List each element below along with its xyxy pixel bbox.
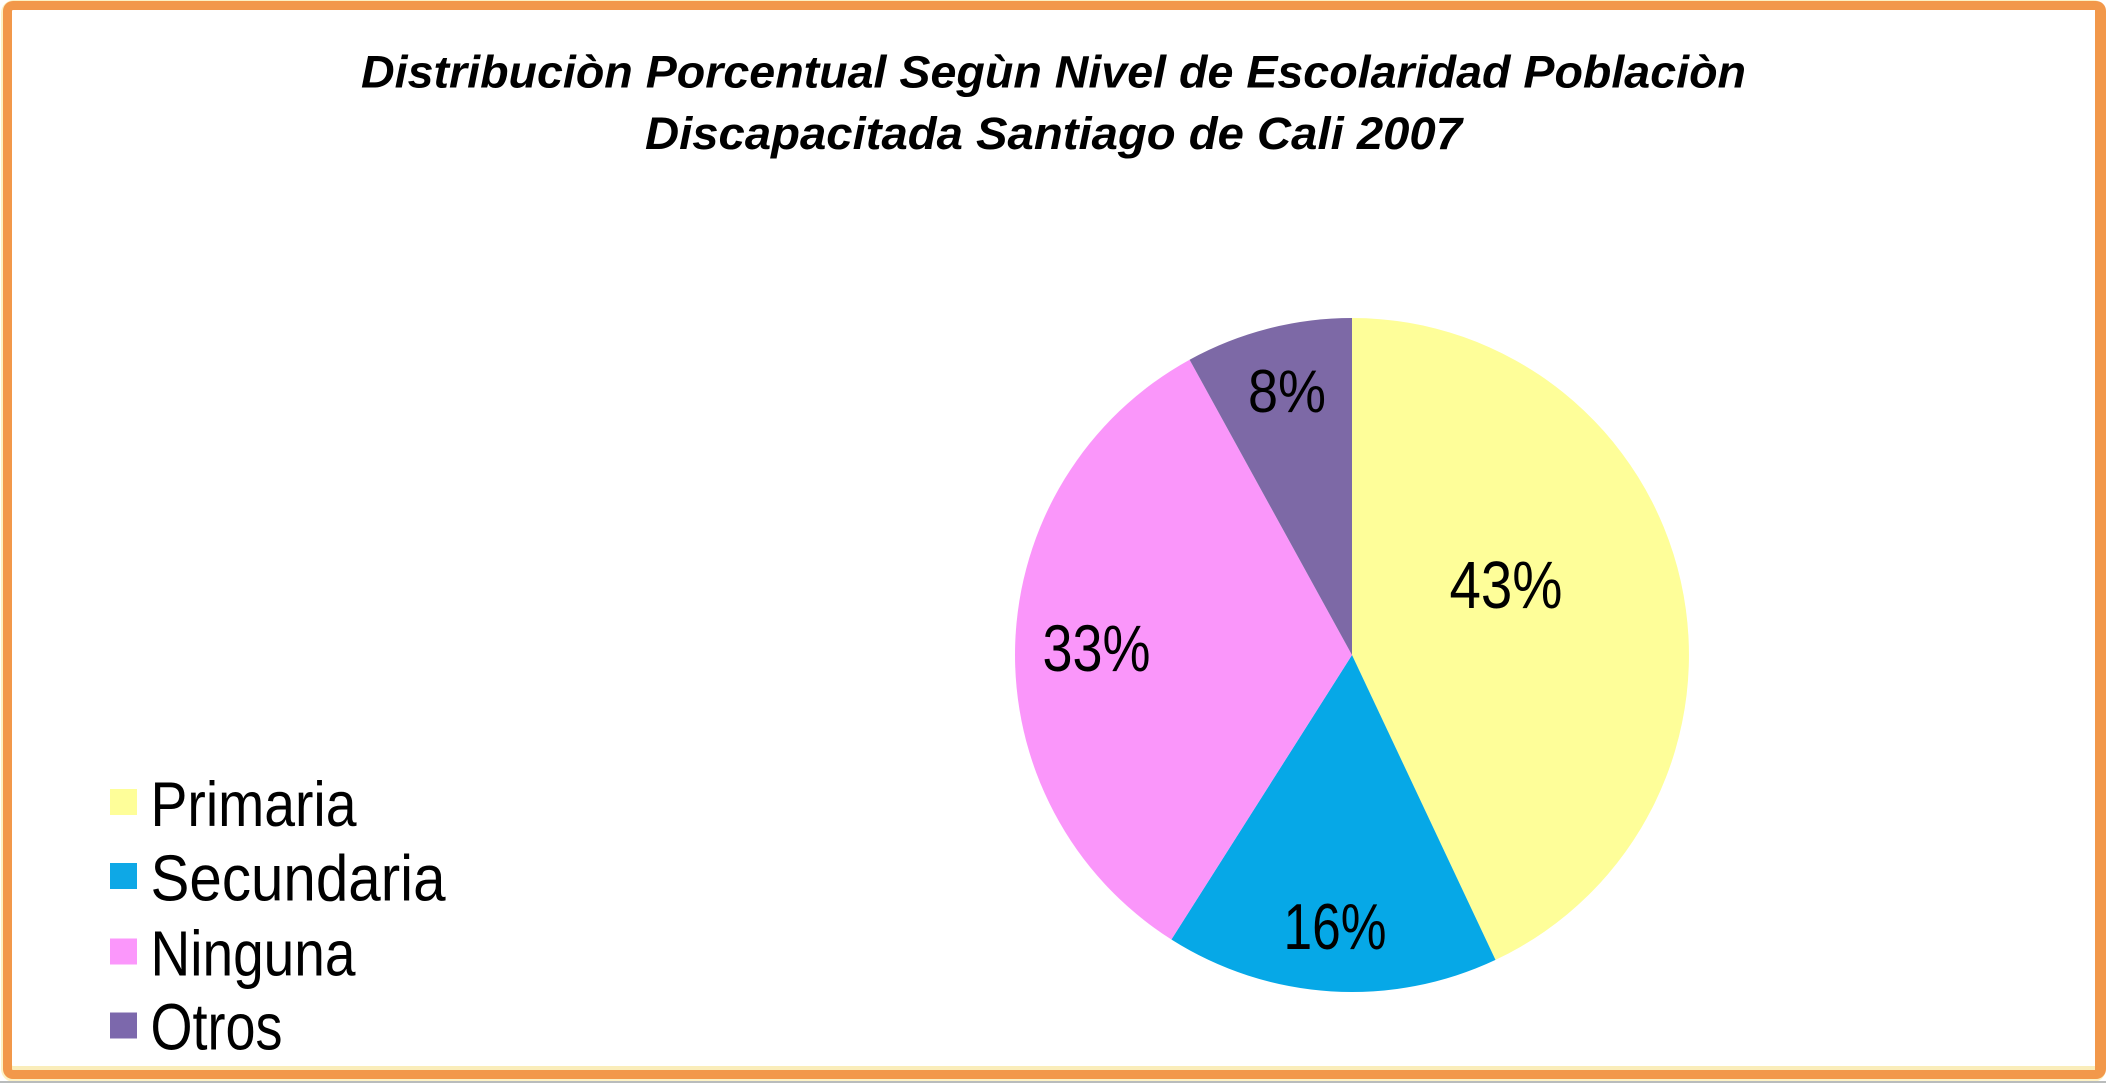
svg-text:Distribuciòn Porcentual Segùn: Distribuciòn Porcentual Segùn Nivel de E…: [361, 47, 1746, 98]
svg-text:Discapacitada Santiago de Cali: Discapacitada Santiago de Cali 2007: [645, 108, 1464, 159]
svg-text:Otros: Otros: [151, 989, 283, 1063]
svg-text:16%: 16%: [1284, 890, 1387, 963]
svg-text:Primaria: Primaria: [151, 770, 358, 840]
svg-text:33%: 33%: [1043, 611, 1151, 685]
svg-text:43%: 43%: [1450, 548, 1563, 623]
svg-text:Secundaria: Secundaria: [151, 842, 447, 915]
svg-text:Ninguna: Ninguna: [151, 918, 356, 990]
svg-text:8%: 8%: [1248, 358, 1326, 425]
